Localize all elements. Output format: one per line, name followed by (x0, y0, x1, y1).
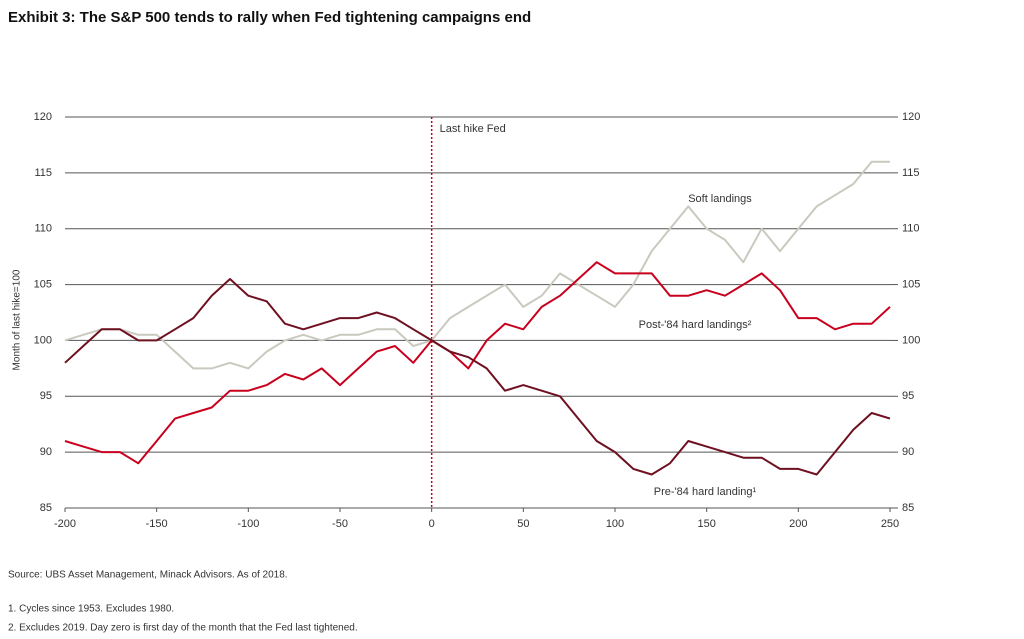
y2-tick-label: 105 (902, 278, 920, 290)
x-tick-label: 100 (606, 518, 624, 530)
y-tick-label: 110 (34, 223, 52, 235)
x-tick-label: -200 (54, 518, 76, 530)
annotation: Last hike Fed (440, 123, 506, 135)
y2-tick-label: 100 (902, 334, 920, 346)
x-tick-label: 200 (789, 518, 807, 530)
x-tick-label: 0 (429, 518, 435, 530)
footnote: 2. Excludes 2019. Day zero is first day … (8, 623, 358, 634)
y-axis-label: Month of last hike=100 (12, 269, 23, 370)
y-tick-label: 85 (40, 502, 52, 514)
y2-tick-label: 120 (902, 111, 920, 123)
source: Source: UBS Asset Management, Minack Adv… (8, 570, 288, 581)
x-tick-label: -100 (237, 518, 259, 530)
y-tick-label: 100 (34, 334, 52, 346)
series-line (64, 278, 891, 476)
y2-tick-label: 115 (902, 167, 920, 179)
y2-tick-label: 90 (902, 446, 914, 458)
series-line (64, 261, 891, 465)
y-tick-label: 90 (40, 446, 52, 458)
x-tick-label: -150 (146, 518, 168, 530)
x-tick-label: 150 (697, 518, 715, 530)
footnote: 1. Cycles since 1953. Excludes 1980. (8, 604, 174, 615)
y2-tick-label: 85 (902, 502, 914, 514)
series-label: Soft landings (688, 193, 752, 205)
series-label: Post-'84 hard landings² (639, 319, 752, 331)
y-tick-label: 120 (34, 111, 52, 123)
chart-title: Exhibit 3: The S&P 500 tends to rally wh… (8, 9, 531, 26)
series-line (64, 160, 890, 370)
x-tick-label: 250 (881, 518, 899, 530)
x-tick-label: 50 (517, 518, 529, 530)
x-tick-label: -50 (332, 518, 348, 530)
y2-tick-label: 110 (902, 223, 920, 235)
y2-tick-label: 95 (902, 390, 914, 402)
y-tick-label: 95 (40, 390, 52, 402)
y-tick-label: 115 (34, 167, 52, 179)
series-label: Pre-'84 hard landing¹ (654, 486, 757, 498)
y-tick-label: 105 (34, 278, 52, 290)
